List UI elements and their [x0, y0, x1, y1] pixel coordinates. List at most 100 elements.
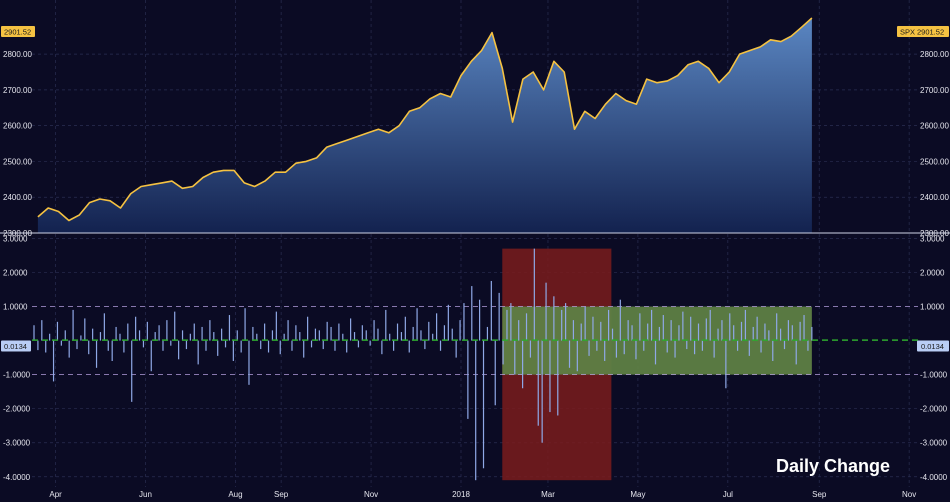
daily-change-bar	[385, 309, 387, 341]
daily-change-bar	[721, 320, 723, 341]
daily-change-bar	[748, 340, 750, 356]
daily-change-bar	[729, 313, 731, 341]
daily-change-bar	[412, 326, 414, 341]
daily-change-bar	[654, 340, 657, 365]
daily-change-bar	[52, 340, 55, 382]
daily-change-bar	[486, 326, 489, 341]
y-tick-label: 2400.00	[3, 193, 32, 202]
daily-change-bar	[510, 303, 512, 341]
daily-change-bar	[131, 340, 133, 402]
x-tick-label: Apr	[49, 490, 62, 499]
daily-change-bar	[502, 340, 504, 365]
y-tick-label: 2500.00	[3, 157, 32, 166]
daily-change-bar	[252, 326, 254, 341]
daily-change-bar	[783, 340, 786, 350]
daily-change-bar	[565, 303, 567, 341]
daily-change-bar	[772, 340, 774, 361]
daily-change-bar	[631, 325, 633, 341]
daily-change-bar	[623, 340, 625, 355]
daily-change-bar	[326, 321, 328, 341]
daily-change-bar	[803, 315, 805, 341]
y-tick-label: 2600.00	[3, 122, 32, 131]
daily-change-bar	[506, 309, 508, 341]
daily-change-bar	[494, 340, 496, 406]
daily-change-bar	[197, 340, 199, 365]
daily-change-bar	[709, 309, 711, 341]
spx-left-value: 2901.52	[4, 28, 31, 37]
daily-change-bar	[369, 340, 371, 346]
daily-change-bar	[209, 320, 211, 341]
daily-change-bar	[291, 340, 293, 351]
daily-change-bar	[553, 296, 555, 341]
spx-left-tag: 2901.52	[1, 26, 35, 37]
daily-change-bar	[697, 323, 700, 341]
daily-change-bar	[334, 340, 336, 351]
y-tick-label: -3.0000	[920, 439, 948, 448]
daily-change-bar	[60, 340, 62, 346]
daily-change-bar	[295, 325, 297, 341]
daily-change-bar	[600, 321, 602, 341]
daily-change-bar	[357, 340, 360, 348]
daily-change-bar	[170, 340, 172, 346]
daily-change-bar	[103, 313, 105, 341]
daily-change-bar	[658, 326, 661, 341]
daily-change-bar	[123, 340, 125, 353]
daily-change-bar	[404, 316, 406, 341]
x-tick-label: Sep	[812, 490, 827, 499]
daily-change-bar	[650, 309, 653, 341]
daily-change-bar	[475, 340, 477, 481]
daily-change-bar	[471, 286, 473, 341]
daily-change-bar	[439, 340, 442, 351]
y-tick-label: 1.0000	[3, 303, 28, 312]
x-tick-label: Nov	[364, 490, 378, 499]
daily-change-bar	[88, 340, 90, 355]
daily-change-bar	[693, 340, 696, 355]
daily-change-bar	[408, 340, 410, 353]
x-tick-label: Jun	[139, 490, 152, 499]
daily-change-bar	[525, 313, 528, 341]
y-tick-label: -2.0000	[3, 405, 31, 414]
daily-change-bar	[99, 332, 102, 341]
daily-change-bar	[264, 323, 266, 341]
daily-change-bar	[572, 320, 575, 341]
y-tick-label: 1.0000	[920, 303, 945, 312]
daily-change-bar	[455, 340, 457, 358]
daily-change-bar	[400, 332, 403, 341]
y-tick-label: 2800.00	[920, 50, 949, 59]
daily-change-bar	[549, 340, 551, 413]
y-tick-label: -1.0000	[920, 371, 948, 380]
daily-change-bar	[158, 325, 160, 341]
daily-change-bar	[240, 340, 242, 353]
daily-change-bar	[428, 321, 430, 341]
daily-change-bar	[307, 316, 309, 341]
daily-change-bar	[666, 340, 668, 353]
daily-change-bar	[482, 340, 485, 469]
daily-change-bar	[150, 340, 152, 372]
daily-change-bar	[557, 340, 559, 416]
daily-change-bar	[373, 320, 375, 341]
daily-change-bar	[115, 326, 117, 341]
daily-change-bar	[463, 303, 465, 341]
spx-right-tag: SPX 2901.52	[897, 26, 949, 37]
daily-change-bar	[92, 328, 94, 341]
daily-change-bar	[49, 333, 51, 341]
daily-change-bar	[181, 330, 184, 341]
daily-change-bar	[84, 318, 86, 341]
change-left-value: 0.0134	[4, 342, 27, 351]
daily-change-bar	[518, 320, 520, 341]
daily-change-bar	[779, 328, 782, 341]
y-tick-label: 2800.00	[3, 50, 32, 59]
daily-change-bar	[584, 306, 586, 341]
daily-change-bar	[537, 340, 539, 426]
daily-change-bar	[592, 316, 594, 341]
y-tick-label: -3.0000	[3, 439, 31, 448]
daily-change-bar	[236, 330, 238, 341]
daily-change-bar	[68, 340, 70, 358]
daily-change-bar	[795, 340, 797, 365]
daily-change-bar	[787, 320, 790, 341]
y-tick-label: 3.0000	[3, 234, 28, 243]
change-right-value: 0.0134	[921, 342, 944, 351]
daily-change-bar	[807, 340, 809, 351]
daily-change-bar	[353, 332, 356, 341]
y-tick-label: -4.0000	[3, 473, 31, 482]
